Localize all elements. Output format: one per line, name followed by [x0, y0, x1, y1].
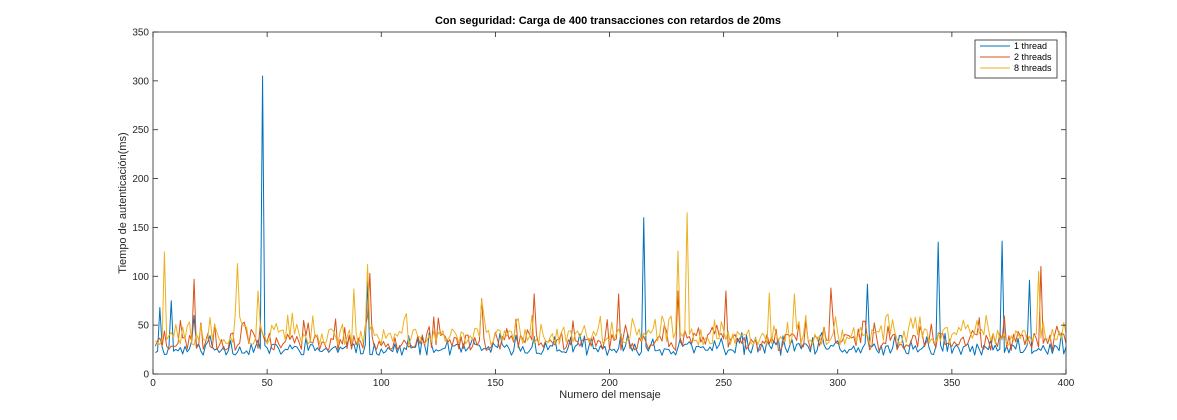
- y-tick-label: 0: [143, 370, 149, 381]
- y-tick-label: 100: [132, 272, 149, 283]
- x-tick-label: 300: [829, 378, 846, 389]
- y-tick-label: 50: [138, 321, 150, 332]
- y-tick-label: 350: [132, 28, 149, 39]
- x-tick-label: 50: [262, 378, 274, 389]
- legend-label-1-thread: 1 thread: [1014, 41, 1047, 51]
- y-tick-label: 300: [132, 76, 149, 87]
- x-tick-label: 250: [715, 378, 732, 389]
- x-axis-label: Numero del mensaje: [559, 389, 661, 401]
- x-tick-label: 400: [1058, 378, 1075, 389]
- chart-title: Con seguridad: Carga de 400 transaccione…: [435, 15, 781, 27]
- y-tick-label: 200: [132, 174, 149, 185]
- series-line-8-threads: [154, 212, 1067, 346]
- series-line-1-thread: [155, 75, 1067, 356]
- x-axis-ticks: 0 50 100 150 200 250 300 350 400: [150, 32, 1075, 389]
- y-axis-label: Tiempo de autenticación(ms): [117, 132, 129, 273]
- series-layer: [154, 75, 1067, 356]
- x-tick-label: 200: [601, 378, 618, 389]
- x-tick-label: 0: [150, 378, 156, 389]
- y-tick-label: 150: [132, 223, 149, 234]
- y-tick-label: 250: [132, 125, 149, 136]
- x-tick-label: 350: [944, 378, 961, 389]
- legend-label-2-threads: 2 threads: [1014, 52, 1052, 62]
- series-line-2-threads: [154, 266, 1067, 351]
- legend-label-8-threads: 8 threads: [1014, 63, 1052, 73]
- x-tick-label: 150: [487, 378, 504, 389]
- legend: 1 thread 2 threads 8 threads: [974, 39, 1058, 79]
- y-axis-ticks: 0 50 100 150 200 250 300 350: [132, 28, 1066, 381]
- x-tick-label: 100: [373, 378, 390, 389]
